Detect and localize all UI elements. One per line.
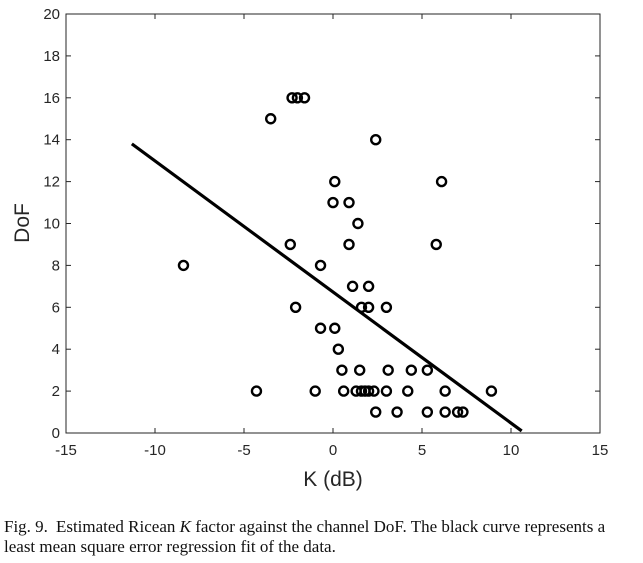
- data-point: [485, 385, 498, 397]
- data-point: [421, 406, 434, 418]
- y-tick-label: 2: [52, 383, 60, 400]
- x-tick-label: -10: [144, 442, 166, 459]
- x-tick-label: -15: [55, 442, 77, 459]
- data-point: [362, 280, 375, 293]
- y-tick-label: 6: [52, 299, 60, 316]
- data-point: [289, 301, 302, 313]
- y-tick-label: 10: [43, 216, 60, 233]
- data-point: [370, 133, 382, 146]
- data-point: [402, 385, 414, 397]
- data-point: [314, 259, 327, 272]
- y-tick-labels: 0 2 4 6 8 10 12 14 16 18 20: [43, 6, 60, 442]
- data-point: [343, 196, 355, 209]
- x-tick-label: 0: [329, 442, 337, 459]
- data-point: [265, 113, 277, 125]
- data-point: [380, 385, 393, 397]
- axis-ticks: [65, 13, 601, 434]
- data-point: [355, 301, 368, 313]
- y-tick-label: 12: [43, 174, 60, 191]
- data-point: [354, 364, 366, 376]
- data-point: [336, 364, 348, 376]
- regression-line: [130, 142, 523, 433]
- y-tick-label: 14: [43, 132, 60, 149]
- data-point: [391, 406, 403, 418]
- x-axis-label: K (dB): [303, 468, 363, 491]
- data-point: [346, 280, 359, 293]
- data-point: [329, 175, 341, 188]
- data-point: [362, 385, 375, 397]
- x-tick-label: 15: [592, 442, 609, 459]
- data-point: [439, 406, 451, 418]
- y-tick-label: 8: [52, 257, 60, 274]
- data-point: [439, 385, 451, 397]
- x-tick-labels: -15 -10 -5 0 5 10 15: [55, 442, 608, 459]
- y-tick-label: 4: [52, 341, 60, 358]
- data-point: [405, 364, 418, 376]
- data-points: [177, 92, 498, 418]
- data-point: [332, 343, 345, 355]
- data-point: [309, 385, 321, 397]
- caption-text-end: factor against the channel DoF. The blac…: [4, 517, 606, 556]
- data-point: [329, 322, 341, 334]
- data-point: [250, 385, 263, 397]
- data-point: [284, 238, 296, 251]
- data-point: [314, 322, 327, 334]
- data-point: [457, 406, 469, 418]
- data-point: [298, 92, 311, 104]
- x-tick-label: -5: [237, 442, 250, 459]
- data-point: [362, 301, 375, 313]
- data-point: [337, 385, 350, 397]
- data-point: [177, 259, 190, 272]
- data-point: [286, 92, 298, 104]
- data-point: [368, 385, 380, 397]
- data-point: [327, 196, 339, 209]
- data-point: [430, 238, 442, 251]
- y-tick-label: 16: [43, 90, 60, 107]
- figure-label: Fig. 9.: [4, 517, 48, 536]
- caption-text-start: Estimated Ricean: [55, 517, 180, 536]
- data-point: [355, 385, 368, 397]
- x-tick-label: 5: [418, 442, 426, 459]
- data-point: [370, 406, 382, 418]
- data-point: [382, 364, 394, 376]
- data-point: [291, 92, 304, 104]
- plot-area: [65, 13, 601, 434]
- data-point: [451, 406, 464, 418]
- y-tick-label: 20: [43, 6, 60, 23]
- data-point: [435, 175, 448, 188]
- y-axis-label: DoF: [11, 203, 34, 243]
- data-point: [421, 364, 434, 376]
- data-point: [380, 301, 393, 313]
- y-tick-label: 0: [52, 425, 60, 442]
- caption-k-symbol: K: [179, 517, 191, 536]
- x-tick-label: 10: [503, 442, 520, 459]
- y-tick-label: 18: [43, 48, 60, 65]
- data-point: [352, 217, 364, 230]
- figure-caption: Fig. 9. Estimated Ricean K factor against…: [4, 517, 640, 557]
- data-point: [343, 238, 355, 251]
